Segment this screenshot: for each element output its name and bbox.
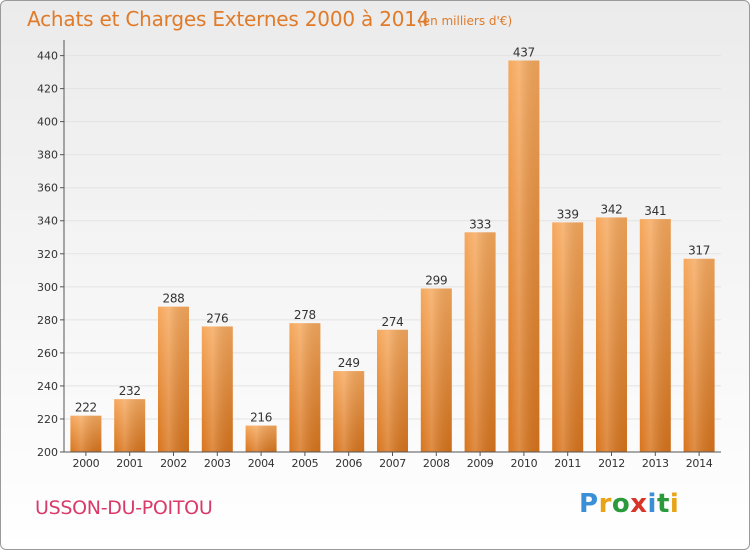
proxiti-logo: Proxiti xyxy=(579,489,679,519)
y-tick-label: 260 xyxy=(37,347,58,360)
data-label-2005: 278 xyxy=(294,308,316,322)
x-tick-label-2001: 2001 xyxy=(116,457,143,470)
commune-name: USSON-DU-POITOU xyxy=(35,497,213,519)
y-tick-label: 340 xyxy=(37,215,58,228)
bar-shine-2013 xyxy=(639,219,671,452)
logo-letter: P xyxy=(579,489,599,519)
x-tick-label-2014: 2014 xyxy=(686,457,713,470)
x-tick-label-2011: 2011 xyxy=(554,457,581,470)
logo-letter: x xyxy=(630,489,648,519)
y-tick-label: 280 xyxy=(37,314,58,327)
bar-shine-2014 xyxy=(683,258,715,452)
data-label-2009: 333 xyxy=(469,217,491,231)
bar-shine-2008 xyxy=(420,288,452,452)
bar-shine-2003 xyxy=(201,326,233,452)
y-tick-label: 200 xyxy=(37,446,58,459)
y-tick-label: 400 xyxy=(37,116,58,129)
x-tick-label-2008: 2008 xyxy=(423,457,450,470)
data-label-2004: 216 xyxy=(250,411,272,425)
y-tick-label: 380 xyxy=(37,149,58,162)
bar-shine-2007 xyxy=(377,329,408,452)
data-label-2003: 276 xyxy=(206,311,228,325)
x-tick-label-2005: 2005 xyxy=(292,457,319,470)
bar-shine-2005 xyxy=(289,323,321,452)
x-tick-label-2003: 2003 xyxy=(204,457,231,470)
y-tick-label: 440 xyxy=(37,50,58,63)
logo-letter: i xyxy=(669,489,680,519)
data-label-2014: 317 xyxy=(688,244,710,258)
bar-shine-2004 xyxy=(245,425,277,452)
bar-shine-2009 xyxy=(464,232,496,452)
data-label-2001: 232 xyxy=(119,384,141,398)
y-tick-label: 360 xyxy=(37,182,58,195)
data-label-2008: 299 xyxy=(425,273,447,287)
labels: 200 220 240 260 280 300 320 340 360 380 400 420 440 2… xyxy=(37,46,713,470)
bar-shine-2000 xyxy=(70,415,102,452)
x-tick-label-2007: 2007 xyxy=(379,457,406,470)
bars xyxy=(70,60,715,452)
bar-shine-2002 xyxy=(158,306,189,452)
y-tick-label: 320 xyxy=(37,248,58,261)
data-label-2013: 341 xyxy=(644,204,666,218)
bar-shine-2011 xyxy=(552,222,584,452)
data-label-2011: 339 xyxy=(557,207,579,221)
x-tick-label-2012: 2012 xyxy=(598,457,625,470)
axes xyxy=(60,40,721,456)
y-tick-label: 240 xyxy=(37,380,58,393)
logo-letter: o xyxy=(611,489,631,519)
data-label-2007: 274 xyxy=(381,315,403,329)
data-label-2010: 437 xyxy=(513,46,535,60)
data-label-2012: 342 xyxy=(600,202,622,216)
x-tick-label-2002: 2002 xyxy=(160,457,187,470)
logo-letter: r xyxy=(598,489,612,519)
x-tick-label-2004: 2004 xyxy=(248,457,275,470)
chart-title: Achats et Charges Externes 2000 à 2014 xyxy=(27,7,430,31)
chart-subtitle: (en milliers d'€) xyxy=(418,14,513,28)
x-tick-label-2013: 2013 xyxy=(642,457,669,470)
y-tick-label: 220 xyxy=(37,413,58,426)
data-label-2002: 288 xyxy=(162,292,184,306)
x-tick-label-2010: 2010 xyxy=(511,457,538,470)
data-label-2000: 222 xyxy=(75,401,97,415)
data-label-2006: 249 xyxy=(338,356,360,370)
logo-letter: i xyxy=(647,489,657,519)
y-tick-label: 420 xyxy=(37,83,58,96)
bar-shine-2012 xyxy=(596,217,627,452)
x-tick-label-2009: 2009 xyxy=(467,457,494,470)
bar-shine-2010 xyxy=(508,60,540,452)
bar-shine-2001 xyxy=(114,399,146,452)
x-tick-label-2006: 2006 xyxy=(335,457,362,470)
bar-shine-2006 xyxy=(333,371,365,452)
x-tick-label-2000: 2000 xyxy=(73,457,100,470)
y-tick-label: 300 xyxy=(37,281,58,294)
logo-letter: t xyxy=(656,489,670,519)
